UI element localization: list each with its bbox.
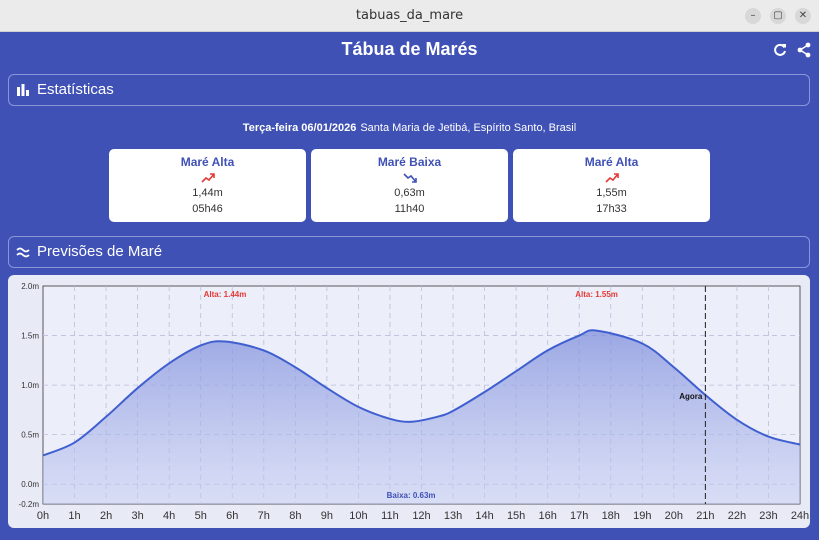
x-tick-label: 12h: [412, 510, 430, 522]
high-tide-annotation: Alta: 1.44m: [204, 290, 247, 299]
maximize-button[interactable]: ▢: [770, 8, 786, 24]
location-text: Santa Maria de Jetibá, Espírito Santo, B…: [360, 122, 577, 134]
close-button[interactable]: ✕: [795, 8, 811, 24]
x-tick-label: 22h: [728, 510, 746, 522]
tide-card-time: 05h46: [192, 203, 223, 215]
x-tick-label: 9h: [321, 510, 333, 522]
tide-card-time: 11h40: [394, 203, 425, 215]
x-tick-label: 13h: [444, 510, 462, 522]
x-tick-label: 23h: [759, 510, 777, 522]
tide-card-time: 17h33: [596, 203, 627, 215]
tide-card-height: 0,63m: [394, 187, 425, 199]
x-tick-label: 10h: [349, 510, 367, 522]
now-marker-label: Agora: [679, 392, 703, 401]
x-tick-label: 2h: [100, 510, 112, 522]
x-tick-label: 11h: [381, 510, 399, 522]
refresh-icon[interactable]: [772, 42, 788, 58]
tide-area: [43, 330, 800, 504]
date-location-line: Terça-feira 06/01/2026 Santa Maria de Jet…: [0, 122, 819, 134]
x-tick-label: 16h: [538, 510, 556, 522]
y-tick-label: 2.0m: [21, 282, 39, 291]
x-tick-label: 8h: [289, 510, 301, 522]
trending-up-icon: [200, 173, 215, 183]
tide-card-title: Maré Alta: [584, 155, 639, 169]
trending-down-icon: [402, 173, 417, 183]
share-icon[interactable]: [796, 42, 812, 58]
x-tick-label: 6h: [226, 510, 238, 522]
window-titlebar: tabuas_da_mare – ▢ ✕: [0, 0, 819, 32]
forecast-label: Previsões de Maré: [37, 243, 163, 260]
tide-card-height: 1,55m: [596, 187, 627, 199]
tide-card-title: Maré Baixa: [377, 155, 442, 169]
x-tick-label: 7h: [258, 510, 270, 522]
page-title: Tábua de Marés: [341, 39, 478, 59]
x-tick-label: 15h: [507, 510, 525, 522]
y-tick-label: 0.0m: [21, 480, 39, 489]
y-tick-label: 0.5m: [21, 431, 39, 440]
trending-up-icon: [604, 173, 619, 183]
tide-chart-svg: 0h 1h 2h 3h 4h 5h 6h 7h 8h 9h 10h 11h 12h 13h 14h 15h 16…: [19, 282, 810, 522]
tide-card-low: Maré Baixa 0,63m 11h40: [311, 149, 508, 222]
x-tick-label: 24h: [791, 510, 809, 522]
tide-card-high-2: Maré Alta 1,55m 17h33: [513, 149, 710, 222]
x-tick-label: 5h: [195, 510, 207, 522]
high-tide-annotation: Alta: 1.55m: [575, 290, 618, 299]
tide-card-high-1: Maré Alta 1,44m 05h46: [109, 149, 306, 222]
tide-card-height: 1,44m: [192, 187, 223, 199]
low-tide-annotation: Baixa: 0.63m: [387, 491, 436, 500]
x-tick-label: 1h: [68, 510, 80, 522]
window-title: tabuas_da_mare: [355, 8, 464, 23]
x-tick-label: 19h: [633, 510, 651, 522]
y-tick-label: 1.5m: [21, 332, 39, 341]
x-tick-label: 0h: [37, 510, 49, 522]
y-tick-label: 1.0m: [21, 381, 39, 390]
minimize-button[interactable]: –: [745, 8, 761, 24]
x-tick-label: 17h: [570, 510, 588, 522]
x-tick-label: 20h: [665, 510, 683, 522]
statistics-section-header[interactable]: Estatísticas: [8, 74, 810, 106]
waves-icon: [16, 247, 30, 258]
x-tick-label: 14h: [475, 510, 493, 522]
x-tick-label: 3h: [132, 510, 144, 522]
tide-chart: 0h 1h 2h 3h 4h 5h 6h 7h 8h 9h 10h 11h 12h 13h 14h 15h 16…: [8, 275, 810, 528]
statistics-label: Estatísticas: [37, 81, 114, 98]
x-tick-label: 18h: [602, 510, 620, 522]
bar-chart-icon: [17, 84, 29, 96]
tide-line: [42, 329, 801, 457]
y-tick-label: -0.2m: [19, 500, 40, 509]
tide-card-title: Maré Alta: [180, 155, 235, 169]
x-tick-label: 4h: [163, 510, 175, 522]
x-tick-label: 21h: [696, 510, 714, 522]
forecast-section-header[interactable]: Previsões de Maré: [8, 236, 810, 268]
date-text: Terça-feira 06/01/2026: [242, 122, 357, 134]
app-bar: Tábua de Marés: [0, 32, 819, 68]
